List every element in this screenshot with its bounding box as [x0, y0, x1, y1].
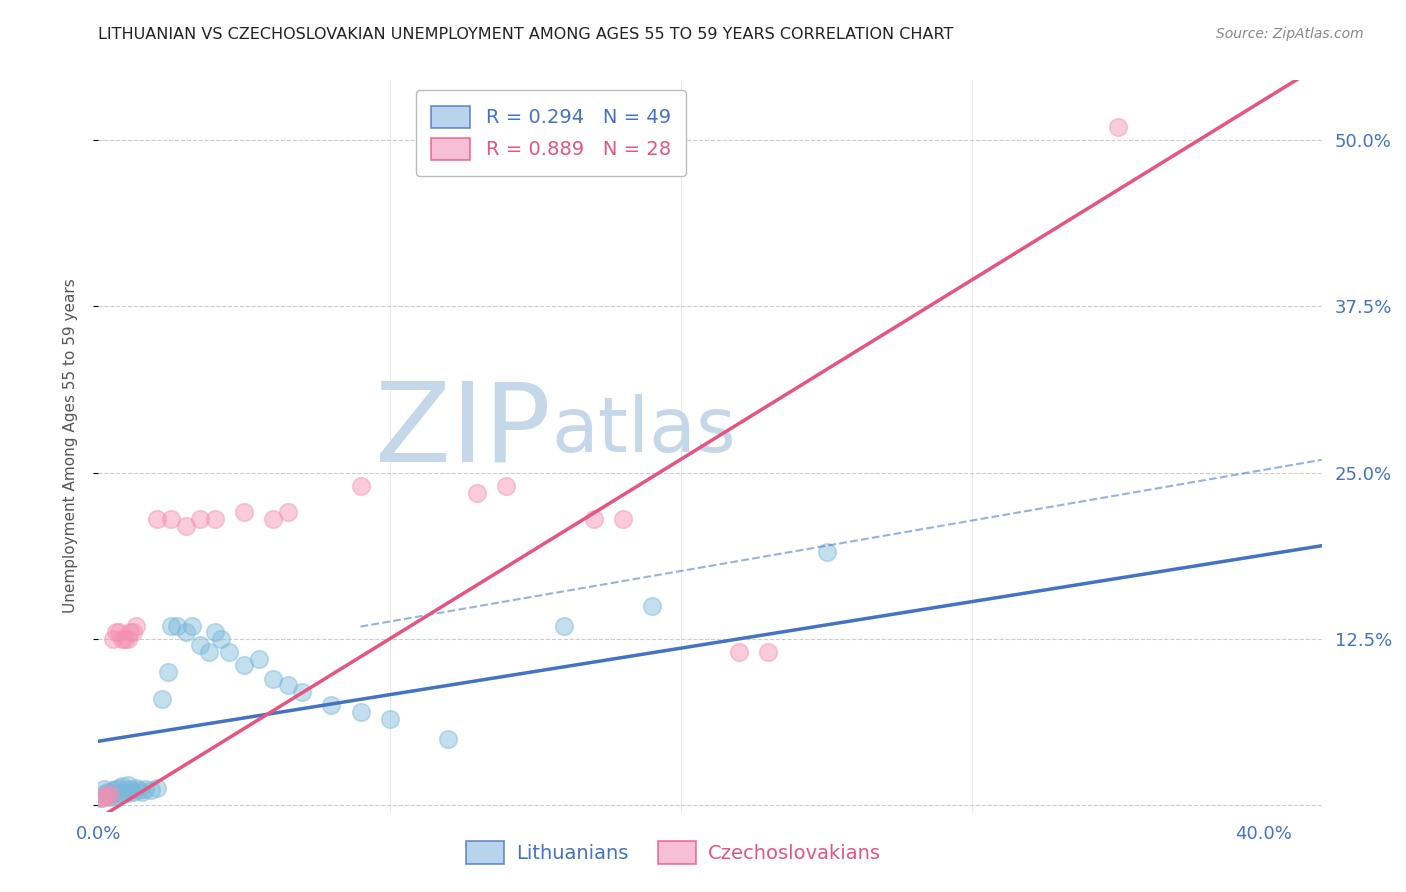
Point [157, 665, 180, 679]
Point [111, 788, 134, 802]
Text: LITHUANIAN VS CZECHOSLOVAKIAN UNEMPLOYMENT AMONG AGES 55 TO 59 YEARS CORRELATION: LITHUANIAN VS CZECHOSLOVAKIAN UNEMPLOYME… [98, 27, 953, 42]
Point [114, 632, 136, 646]
Text: ZIP: ZIP [375, 378, 551, 485]
Point [111, 780, 134, 794]
Point [437, 731, 460, 746]
Point [93, 790, 115, 805]
Point [111, 632, 134, 646]
Point [93, 782, 115, 797]
Point [114, 785, 136, 799]
Point [378, 712, 401, 726]
Point [180, 618, 202, 632]
Point [128, 783, 150, 797]
Point [262, 672, 284, 686]
Point [125, 618, 148, 632]
Point [90, 791, 112, 805]
Point [104, 782, 127, 797]
Point [117, 778, 139, 792]
Point [815, 545, 838, 559]
Legend: Lithuanians, Czechoslovakians: Lithuanians, Czechoslovakians [458, 833, 889, 871]
Point [145, 780, 167, 795]
Point [233, 506, 256, 520]
Point [120, 782, 142, 797]
Point [174, 625, 197, 640]
Point [277, 506, 299, 520]
Point [108, 780, 131, 795]
Point [160, 618, 183, 632]
Point [122, 625, 145, 640]
Point [349, 479, 371, 493]
Point [291, 685, 314, 699]
Point [198, 645, 221, 659]
Point [101, 632, 124, 646]
Point [96, 789, 118, 803]
Y-axis label: Unemployment Among Ages 55 to 59 years: Unemployment Among Ages 55 to 59 years [63, 278, 77, 614]
Point [277, 678, 299, 692]
Point [756, 645, 779, 659]
Point [582, 512, 605, 526]
Point [160, 512, 183, 526]
Point [218, 645, 240, 659]
Point [96, 785, 118, 799]
Point [152, 691, 174, 706]
Point [131, 785, 153, 799]
Point [98, 788, 121, 802]
Point [120, 625, 142, 640]
Text: atlas: atlas [551, 394, 735, 468]
Point [349, 705, 371, 719]
Point [188, 639, 212, 653]
Point [122, 785, 145, 799]
Point [262, 512, 284, 526]
Point [1107, 120, 1129, 134]
Point [104, 625, 127, 640]
Point [134, 782, 156, 797]
Point [108, 786, 131, 800]
Point [166, 618, 188, 632]
Point [145, 512, 167, 526]
Point [117, 632, 139, 646]
Point [209, 632, 232, 646]
Point [101, 788, 124, 802]
Point [139, 783, 162, 797]
Point [90, 791, 112, 805]
Point [204, 512, 226, 526]
Point [641, 599, 664, 613]
Point [117, 786, 139, 800]
Point [98, 790, 121, 805]
Point [465, 485, 488, 500]
Point [495, 479, 517, 493]
Point [98, 786, 121, 800]
Point [125, 780, 148, 795]
Point [321, 698, 343, 713]
Point [96, 789, 118, 803]
Point [188, 512, 212, 526]
Point [108, 625, 131, 640]
Point [101, 783, 124, 797]
Point [93, 788, 115, 802]
Point [104, 789, 127, 803]
Point [728, 645, 751, 659]
Point [233, 658, 256, 673]
Point [174, 518, 197, 533]
Point [204, 625, 226, 640]
Point [612, 512, 634, 526]
Point [247, 652, 270, 666]
Text: Source: ZipAtlas.com: Source: ZipAtlas.com [1216, 27, 1364, 41]
Point [553, 618, 575, 632]
